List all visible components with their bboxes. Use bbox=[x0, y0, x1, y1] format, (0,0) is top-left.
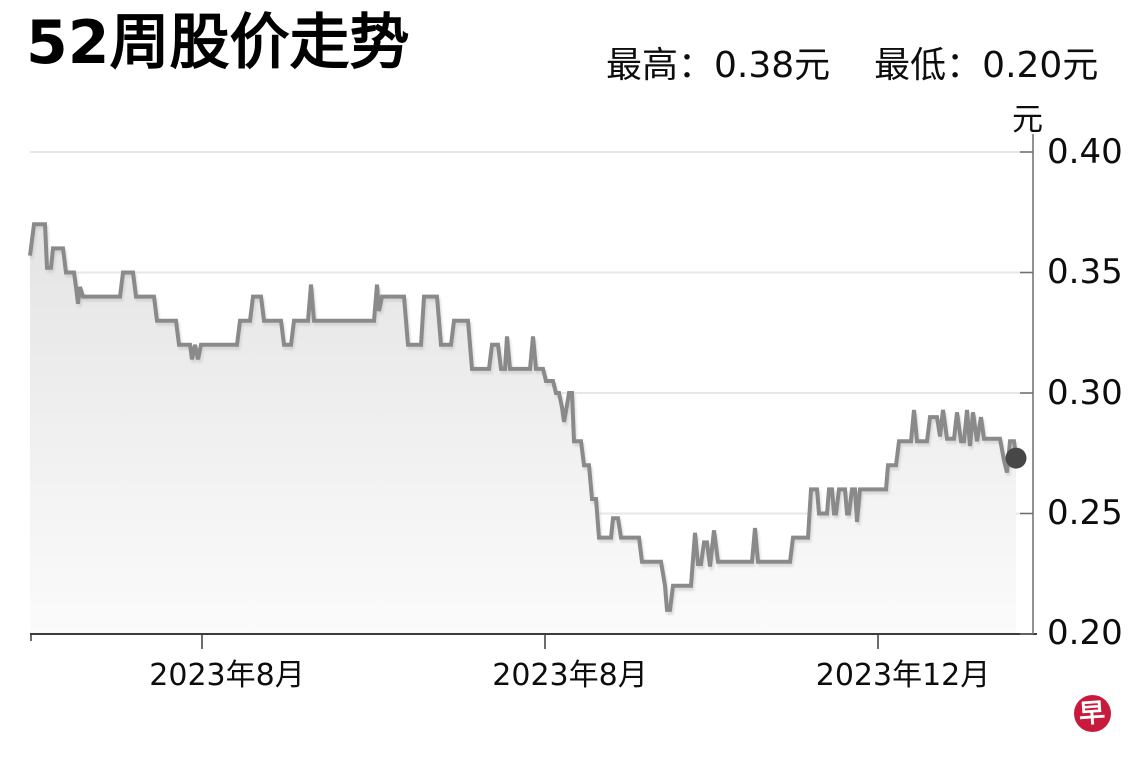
price-range-stats: 最高：0.38元 最低：0.20元 bbox=[606, 36, 1098, 88]
y-tick-label: 0.35 bbox=[1047, 252, 1123, 292]
current-price-dot bbox=[1005, 447, 1027, 469]
high-price-label: 最高：0.38元 bbox=[606, 45, 831, 86]
y-tick-label: 0.25 bbox=[1047, 493, 1123, 533]
y-tick-label: 0.40 bbox=[1047, 132, 1123, 172]
chart-title: 52周股价走势 bbox=[26, 8, 410, 78]
x-tick-label: 2023年8月 bbox=[149, 658, 305, 693]
low-price-label: 最低：0.20元 bbox=[874, 45, 1099, 86]
zao-glyph: 早 bbox=[1078, 697, 1107, 730]
zaobao-logo: 早 bbox=[1074, 695, 1111, 732]
y-tick-label: 0.20 bbox=[1047, 613, 1123, 653]
price-line bbox=[28, 222, 1018, 612]
price-area bbox=[30, 224, 1016, 635]
y-tick-label: 0.30 bbox=[1047, 373, 1123, 413]
y-axis-unit-label: 元 bbox=[1012, 102, 1043, 138]
x-tick-label: 2023年12月 bbox=[815, 658, 991, 693]
x-tick-label: 2023年8月 bbox=[492, 658, 648, 693]
